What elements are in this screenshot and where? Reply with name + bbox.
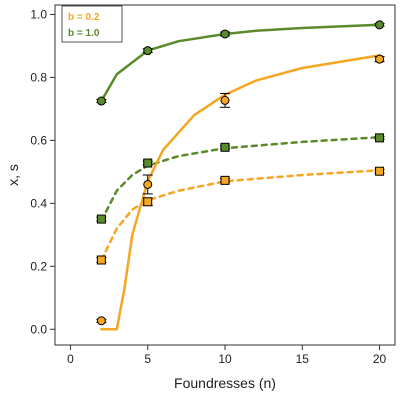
legend-label-b10: b = 1.0 [68, 28, 100, 39]
data-point-x [96, 316, 107, 326]
x-tick-label: 20 [373, 352, 387, 366]
x-tick-label: 15 [296, 352, 310, 366]
x-tick-label: 10 [218, 352, 232, 366]
y-tick-label: 0.4 [30, 196, 47, 210]
y-tick-label: 0.6 [30, 133, 47, 147]
data-point-s [96, 214, 107, 224]
data-point-x [142, 46, 153, 56]
y-tick-label: 0.0 [30, 322, 47, 336]
data-point-s [142, 197, 153, 207]
series-layer [96, 20, 385, 331]
legend-box [61, 5, 123, 43]
square-marker [375, 133, 385, 143]
y-tick-label: 0.8 [30, 70, 47, 84]
data-point-x [220, 29, 230, 39]
square-marker [220, 142, 230, 152]
y-axis: 0.0 0.2 0.4 0.6 0.8 1.0 [30, 7, 55, 336]
plot-frame [54, 4, 396, 346]
square-marker [375, 166, 385, 176]
square-marker [96, 255, 106, 265]
data-point-x [220, 92, 230, 108]
square-marker [96, 214, 106, 224]
x-axis: 0 5 10 15 20 [67, 345, 387, 366]
square-marker [143, 197, 153, 207]
legend-label-b02: b = 0.2 [68, 12, 100, 23]
series-line-s-10 [100, 135, 381, 222]
circle-marker [96, 316, 106, 326]
data-point-s [96, 255, 107, 265]
circle-marker [143, 46, 153, 56]
x-tick-label: 5 [144, 352, 151, 366]
circle-marker [375, 54, 385, 64]
square-marker [143, 158, 153, 168]
data-point-s [374, 133, 385, 143]
x-tick-label: 0 [67, 352, 74, 366]
x-axis-title: Foundresses (n) [174, 375, 276, 391]
series-line-x-02 [100, 54, 381, 331]
series-line-s-02 [100, 169, 381, 262]
circle-marker [220, 95, 230, 105]
data-point-s [374, 166, 385, 176]
series-line-x-10 [100, 23, 381, 103]
data-point-x [96, 96, 107, 106]
data-point-x [374, 20, 385, 30]
y-axis-title: x, s [5, 164, 21, 186]
circle-marker [375, 20, 385, 30]
data-point-s [220, 175, 230, 185]
y-tick-label: 1.0 [30, 7, 47, 21]
y-tick-label: 0.2 [30, 259, 47, 273]
data-point-s [142, 158, 153, 168]
data-point-s [220, 142, 230, 152]
legend: b = 0.2 b = 1.0 [61, 5, 123, 43]
circle-marker [220, 29, 230, 39]
square-marker [220, 175, 230, 185]
data-point-x [374, 54, 385, 64]
data-point-x [142, 174, 153, 195]
circle-marker [143, 179, 153, 189]
circle-marker [96, 96, 106, 106]
